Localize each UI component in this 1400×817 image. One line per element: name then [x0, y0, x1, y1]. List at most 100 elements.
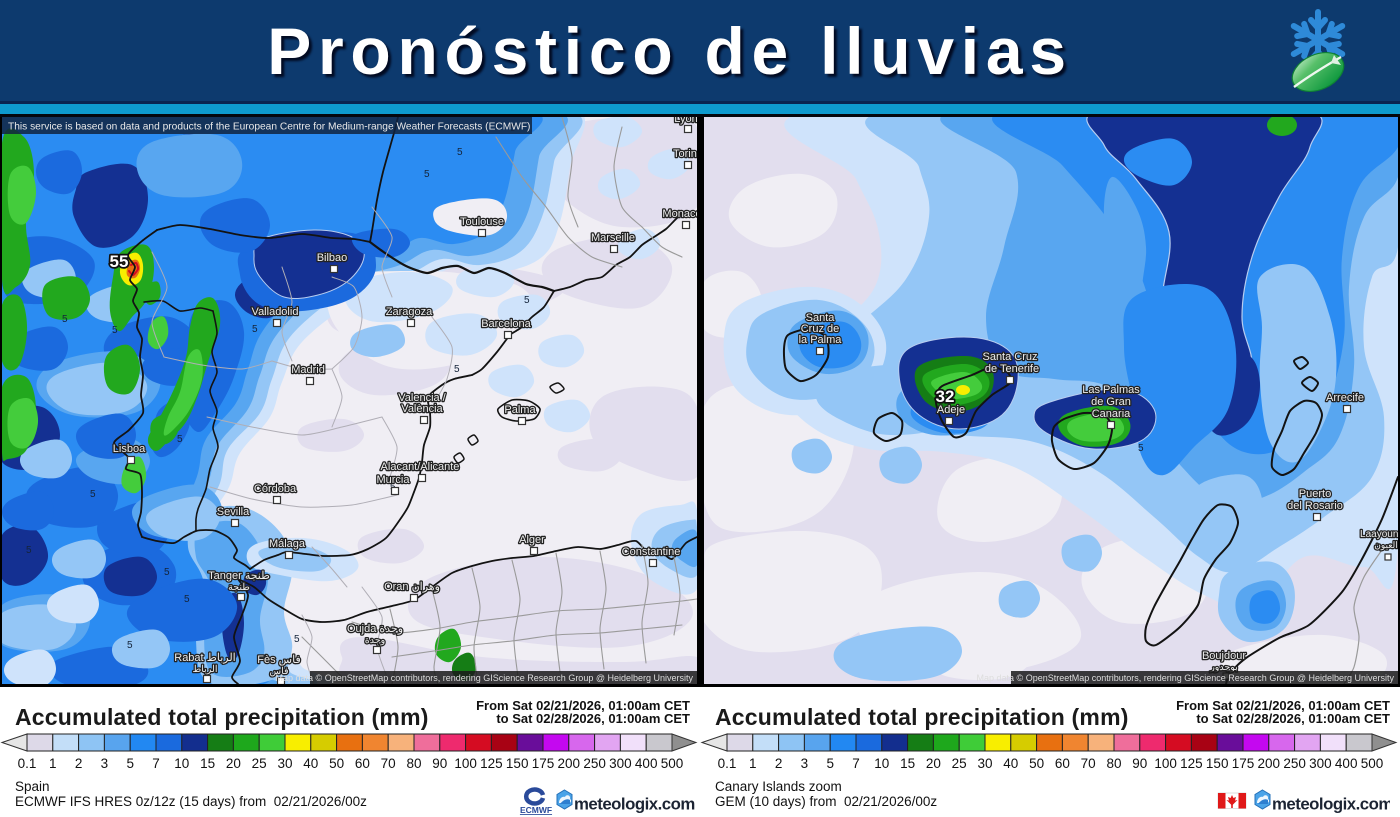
svg-text:5: 5 — [294, 634, 300, 645]
svg-text:5: 5 — [164, 567, 170, 578]
svg-text:Rabat الرباط: Rabat الرباط — [174, 652, 236, 664]
svg-text:Málaga: Málaga — [269, 538, 306, 550]
svg-text:100: 100 — [454, 756, 477, 771]
svg-text:5: 5 — [126, 756, 134, 771]
svg-text:70: 70 — [381, 756, 396, 771]
svg-text:5: 5 — [457, 147, 463, 158]
svg-text:Marseille: Marseille — [591, 232, 635, 244]
svg-text:5: 5 — [826, 756, 834, 771]
svg-text:5: 5 — [454, 364, 460, 375]
svg-text:0.1: 0.1 — [18, 756, 37, 771]
svg-text:90: 90 — [1132, 756, 1147, 771]
svg-text:Barcelona: Barcelona — [481, 318, 531, 330]
svg-text:Tanger طنجة: Tanger طنجة — [208, 570, 270, 582]
svg-text:7: 7 — [852, 756, 860, 771]
svg-text:200: 200 — [1258, 756, 1281, 771]
svg-text:5: 5 — [127, 640, 133, 651]
svg-text:150: 150 — [1206, 756, 1229, 771]
svg-text:Alger: Alger — [519, 534, 545, 546]
svg-text:meteologix.com: meteologix.com — [574, 795, 695, 814]
svg-text:500: 500 — [661, 756, 684, 771]
svg-text:del Rosario: del Rosario — [1287, 500, 1343, 512]
svg-text:400: 400 — [1335, 756, 1358, 771]
svg-text:Constantine: Constantine — [622, 546, 681, 558]
svg-text:5: 5 — [62, 314, 68, 325]
svg-text:5: 5 — [184, 594, 190, 605]
svg-text:Las Palmas: Las Palmas — [1082, 384, 1140, 396]
svg-text:بوجدور: بوجدور — [1209, 662, 1238, 673]
svg-text:400: 400 — [635, 756, 658, 771]
svg-text:250: 250 — [583, 756, 606, 771]
svg-text:Córdoba: Córdoba — [254, 483, 297, 495]
svg-text:55: 55 — [110, 252, 129, 271]
svg-text:3: 3 — [101, 756, 109, 771]
svg-text:5: 5 — [26, 545, 32, 556]
svg-text:20: 20 — [226, 756, 241, 771]
svg-text:500: 500 — [1361, 756, 1384, 771]
svg-text:5: 5 — [177, 434, 183, 445]
svg-text:5: 5 — [112, 325, 118, 336]
svg-text:la Palma: la Palma — [799, 334, 843, 346]
svg-text:Sevilla: Sevilla — [217, 506, 250, 518]
svg-text:Fès فاس: Fès فاس — [257, 654, 300, 666]
svg-text:175: 175 — [1232, 756, 1255, 771]
svg-text:32: 32 — [936, 387, 955, 406]
svg-text:Palma: Palma — [504, 404, 536, 416]
svg-text:طنجة: طنجة — [228, 582, 250, 593]
svg-text:250: 250 — [1283, 756, 1306, 771]
svg-text:125: 125 — [480, 756, 503, 771]
svg-text:200: 200 — [558, 756, 581, 771]
svg-text:5: 5 — [524, 295, 530, 306]
svg-text:7: 7 — [152, 756, 160, 771]
svg-text:0.1: 0.1 — [718, 756, 737, 771]
svg-text:60: 60 — [355, 756, 370, 771]
svg-text:30: 30 — [277, 756, 292, 771]
svg-text:Madrid: Madrid — [291, 364, 325, 376]
svg-text:40: 40 — [1003, 756, 1018, 771]
svg-text:90: 90 — [432, 756, 447, 771]
svg-text:3: 3 — [801, 756, 809, 771]
svg-text:فاس: فاس — [269, 666, 288, 677]
svg-text:100: 100 — [1154, 756, 1177, 771]
svg-text:Santa: Santa — [806, 312, 836, 324]
svg-text:2: 2 — [75, 756, 83, 771]
svg-text:175: 175 — [532, 756, 555, 771]
svg-text:5: 5 — [1138, 443, 1144, 454]
svg-text:300: 300 — [1309, 756, 1332, 771]
svg-text:25: 25 — [952, 756, 967, 771]
svg-text:الرباط: الرباط — [192, 664, 217, 675]
svg-text:This service is based on data: This service is based on data and produc… — [8, 122, 530, 133]
svg-text:15: 15 — [200, 756, 215, 771]
svg-text:5: 5 — [424, 169, 430, 180]
svg-text:80: 80 — [406, 756, 421, 771]
svg-text:Oujda وجدة: Oujda وجدة — [347, 623, 403, 635]
svg-text:25: 25 — [252, 756, 267, 771]
svg-text:Murcia: Murcia — [376, 474, 410, 486]
svg-text:10: 10 — [174, 756, 189, 771]
svg-text:40: 40 — [303, 756, 318, 771]
svg-text:العيون: العيون — [1374, 540, 1398, 551]
svg-text:Cruz de: Cruz de — [801, 323, 840, 335]
svg-text:1: 1 — [749, 756, 757, 771]
svg-text:Valencia /: Valencia / — [398, 392, 446, 404]
svg-text:Laayoune: Laayoune — [1360, 529, 1398, 540]
svg-text:Map data © OpenStreetMap contr: Map data © OpenStreetMap contributors, r… — [977, 673, 1395, 683]
svg-text:30: 30 — [977, 756, 992, 771]
svg-text:50: 50 — [1029, 756, 1044, 771]
svg-text:50: 50 — [329, 756, 344, 771]
svg-text:Puerto: Puerto — [1299, 488, 1331, 500]
svg-text:Alacant/Alicante: Alacant/Alicante — [381, 461, 460, 473]
svg-text:1: 1 — [49, 756, 57, 771]
svg-text:Zaragoza: Zaragoza — [386, 306, 433, 318]
svg-text:5: 5 — [252, 324, 258, 335]
svg-text:5: 5 — [90, 489, 96, 500]
svg-text:15: 15 — [900, 756, 915, 771]
svg-text:150: 150 — [506, 756, 529, 771]
svg-text:Santa Cruz: Santa Cruz — [982, 351, 1037, 363]
svg-text:Toulouse: Toulouse — [460, 216, 504, 228]
svg-text:Bilbao: Bilbao — [317, 252, 348, 264]
svg-text:ECMWF: ECMWF — [520, 805, 552, 815]
svg-text:80: 80 — [1106, 756, 1121, 771]
svg-text:Map data © OpenStreetMap contr: Map data © OpenStreetMap contributors, r… — [276, 673, 694, 683]
svg-text:125: 125 — [1180, 756, 1203, 771]
